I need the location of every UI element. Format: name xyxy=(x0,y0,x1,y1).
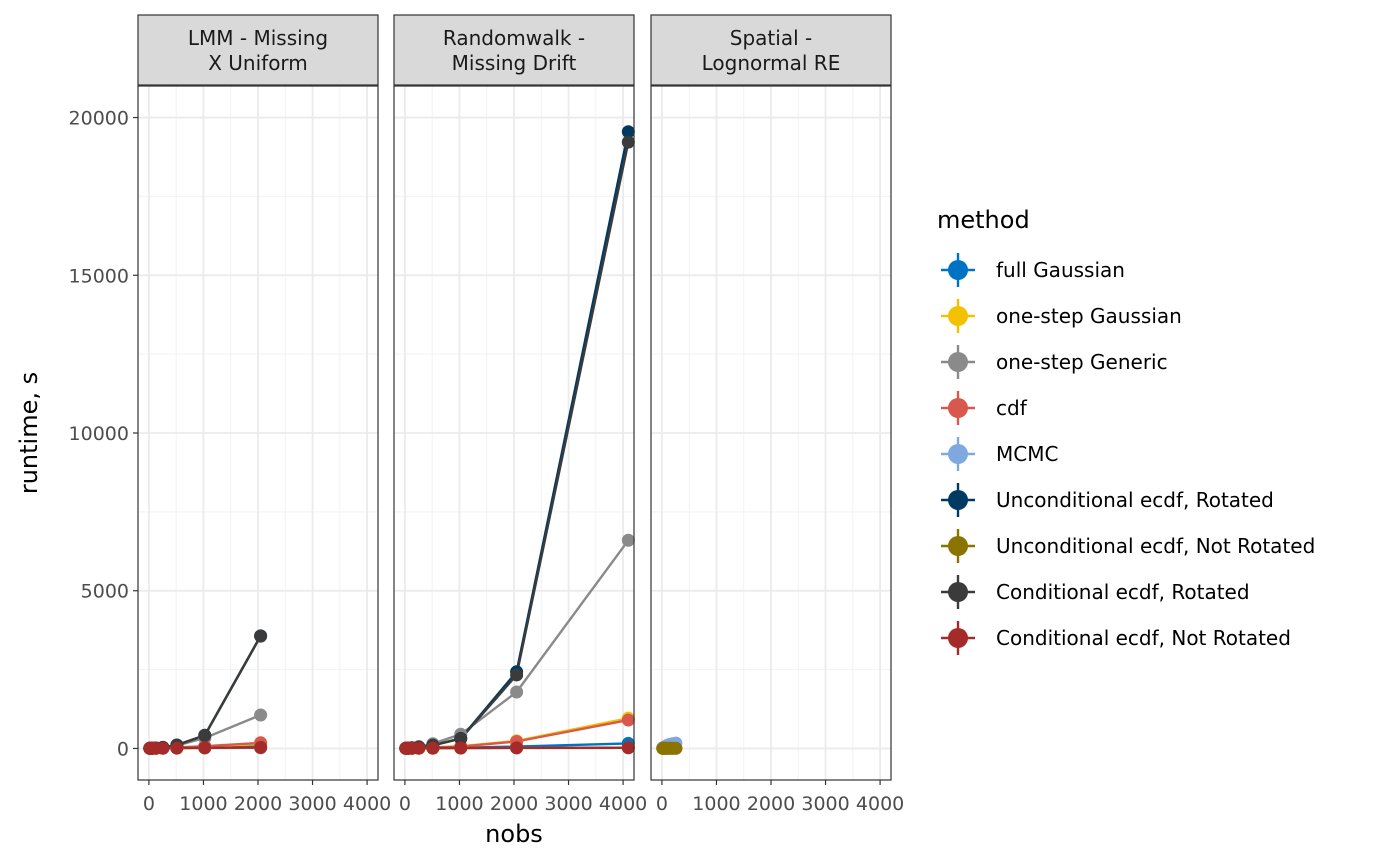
data-point xyxy=(412,741,426,755)
facet-panel: Randomwalk -Missing Drift 0 1000 2000 3000 40… xyxy=(393,14,647,815)
data-point xyxy=(198,741,212,755)
legend-key-point xyxy=(948,628,968,648)
data-point xyxy=(254,629,268,643)
x-tick-label: 1000 xyxy=(435,793,483,815)
legend-entry: cdf xyxy=(941,391,1028,425)
data-point xyxy=(669,741,683,755)
legend-label: Conditional ecdf, Rotated xyxy=(996,580,1250,604)
legend-label: one-step Generic xyxy=(996,350,1168,374)
x-tick-label: 0 xyxy=(399,793,411,815)
legend-entry: one-step Gaussian xyxy=(941,299,1182,333)
legend-key-point xyxy=(948,582,968,602)
legend-entry: one-step Generic xyxy=(941,345,1168,379)
legend-label: Conditional ecdf, Not Rotated xyxy=(996,626,1291,650)
x-tick-label: 4000 xyxy=(599,793,647,815)
legend-label: Unconditional ecdf, Not Rotated xyxy=(996,534,1315,558)
data-point xyxy=(621,533,635,547)
facet-panel: Spatial -Lognormal RE 0 1000 2000 3000 4000 xyxy=(650,14,904,815)
facet-strip xyxy=(137,14,379,86)
x-tick-label: 3000 xyxy=(288,793,336,815)
data-point xyxy=(454,741,468,755)
legend-entry: MCMC xyxy=(941,437,1058,471)
legend-label: Unconditional ecdf, Rotated xyxy=(996,488,1274,512)
legend: method full Gaussian one-step Gaussian one… xyxy=(937,206,1315,655)
legend-key-point xyxy=(948,536,968,556)
legend-entry: Conditional ecdf, Rotated xyxy=(941,575,1250,609)
x-tick-label: 1000 xyxy=(179,793,227,815)
data-point xyxy=(621,713,635,727)
legend-key-point xyxy=(948,444,968,464)
legend-title: method xyxy=(937,206,1030,234)
legend-entry: Conditional ecdf, Not Rotated xyxy=(941,621,1291,655)
legend-label: one-step Gaussian xyxy=(996,304,1182,328)
y-tick-label: 15000 xyxy=(69,265,129,287)
x-tick-label: 3000 xyxy=(801,793,849,815)
facet-title: Randomwalk - xyxy=(443,26,585,50)
data-point xyxy=(454,732,468,746)
legend-label: full Gaussian xyxy=(996,258,1125,282)
facet-strip xyxy=(393,14,635,86)
legend-label: cdf xyxy=(996,396,1028,420)
facet-title: Spatial - xyxy=(730,26,812,50)
facet-strip xyxy=(650,14,892,86)
facet-title: Lognormal RE xyxy=(702,51,841,75)
data-point xyxy=(156,741,170,755)
data-point xyxy=(510,741,524,755)
y-tick-label: 10000 xyxy=(69,423,129,445)
legend-entry: Unconditional ecdf, Rotated xyxy=(941,483,1274,517)
legend-key-point xyxy=(948,260,968,280)
y-tick-label: 0 xyxy=(117,738,129,760)
legend-key-point xyxy=(948,352,968,372)
legend-key-point xyxy=(948,490,968,510)
x-tick-label: 2000 xyxy=(234,793,282,815)
data-point xyxy=(621,135,635,149)
facet-title: X Uniform xyxy=(208,51,308,75)
data-point xyxy=(510,668,524,682)
data-point xyxy=(254,741,268,755)
data-point xyxy=(621,125,635,139)
facet-title: LMM - Missing xyxy=(188,26,328,50)
x-tick-label: 0 xyxy=(143,793,155,815)
data-point xyxy=(510,685,524,699)
x-tick-label: 4000 xyxy=(856,793,904,815)
legend-entry: full Gaussian xyxy=(941,253,1125,287)
y-axis-title: runtime, s xyxy=(15,372,43,494)
x-tick-label: 2000 xyxy=(490,793,538,815)
x-tick-label: 4000 xyxy=(343,793,391,815)
x-tick-label: 3000 xyxy=(544,793,592,815)
data-point xyxy=(170,741,184,755)
legend-key-point xyxy=(948,398,968,418)
legend-entry: Unconditional ecdf, Not Rotated xyxy=(941,529,1315,563)
data-point xyxy=(198,729,212,743)
data-point xyxy=(621,741,635,755)
legend-label: MCMC xyxy=(996,442,1058,466)
data-point xyxy=(426,741,440,755)
x-tick-label: 2000 xyxy=(747,793,795,815)
data-point xyxy=(254,708,268,722)
y-axis: 0 5000 10000 15000 20000 xyxy=(69,108,138,760)
y-tick-label: 20000 xyxy=(69,108,129,130)
facet-title: Missing Drift xyxy=(452,51,577,75)
x-tick-label: 0 xyxy=(656,793,668,815)
x-tick-label: 1000 xyxy=(692,793,740,815)
legend-key-point xyxy=(948,306,968,326)
x-axis-title: nobs xyxy=(485,820,543,848)
y-tick-label: 5000 xyxy=(81,581,129,603)
